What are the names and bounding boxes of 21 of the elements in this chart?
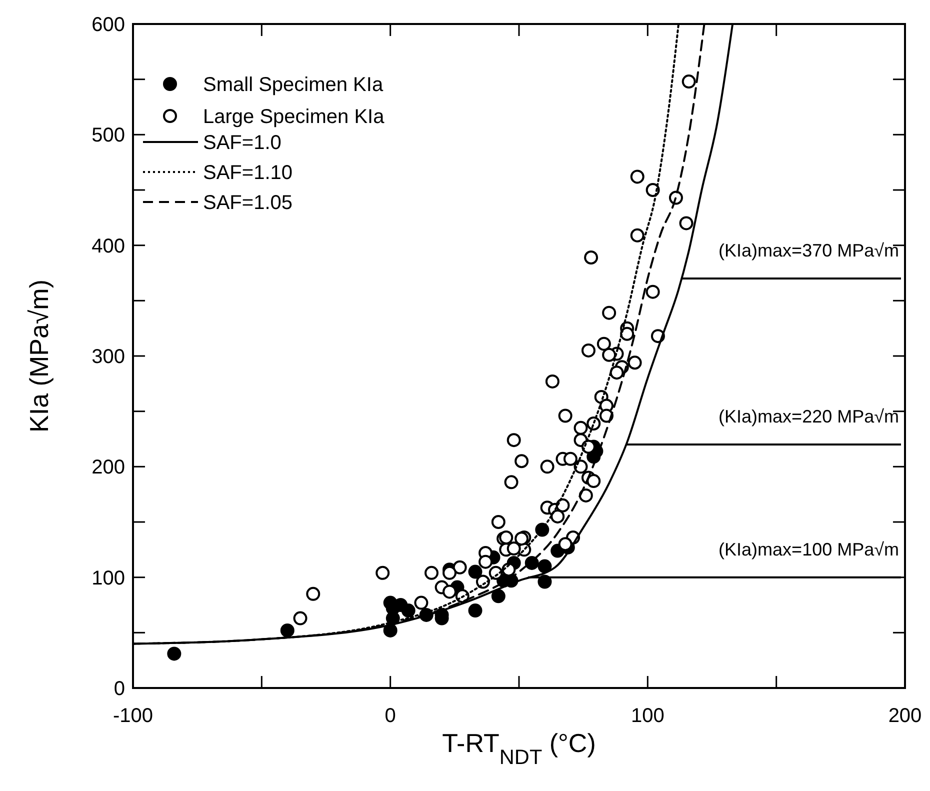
y-tick-label: 600 xyxy=(92,14,125,36)
ref-line-label: (KIa)max=370 MPa√m xyxy=(718,240,899,261)
x-tick-label: 200 xyxy=(888,705,922,727)
y-tick-label: 0 xyxy=(114,678,125,700)
legend-label: SAF=1.0 xyxy=(203,132,282,154)
legend-label: Large Specimen KIa xyxy=(203,106,386,128)
y-tick-label: 200 xyxy=(92,456,125,479)
x-axis-title: T-RT$_{NDT}$ (°C) xyxy=(442,728,596,768)
y-tick-label: 100 xyxy=(92,567,125,590)
y-tick-label: 500 xyxy=(92,124,125,147)
ref-line-label: (KIa)max=220 MPa√m xyxy=(718,406,899,427)
x-tick-label: 100 xyxy=(630,705,664,727)
y-tick-label: 400 xyxy=(92,235,125,258)
legend-label: SAF=1.05 xyxy=(203,192,293,214)
y-tick-label: 300 xyxy=(92,346,125,368)
ref-line-label: (KIa)max=100 MPa√m xyxy=(718,539,899,560)
legend-label: SAF=1.10 xyxy=(203,162,293,184)
legend-label: Small Specimen KIa xyxy=(203,74,384,96)
x-tick-label: -100 xyxy=(112,705,154,727)
x-tick-label: 0 xyxy=(384,705,396,727)
y-axis-title: KIa (MPa√m) xyxy=(24,280,54,432)
